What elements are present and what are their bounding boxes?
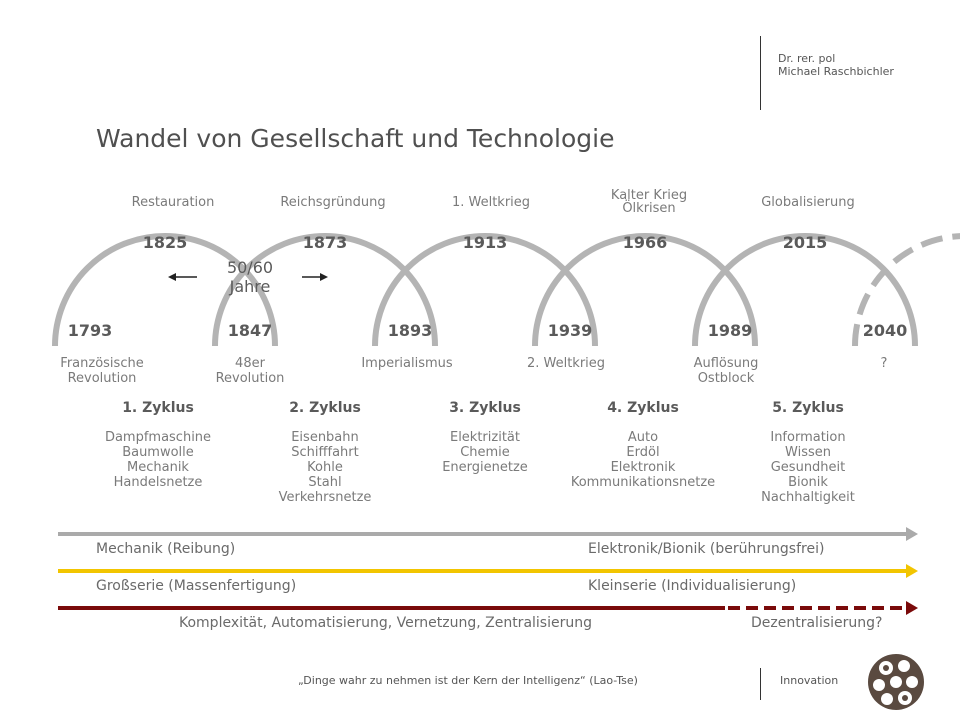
trend-label-left: Mechanik (Reibung) (96, 541, 236, 557)
trough-event: Auflösung Ostblock (656, 356, 796, 386)
trough-event-line: 48er (235, 356, 265, 371)
technology-item: Elektronik (610, 460, 676, 475)
technology-item: Information (770, 430, 846, 445)
era-label: Kalter Krieg Ölkrisen (569, 189, 729, 215)
trough-event-line: Französische (60, 356, 144, 371)
left-arrowhead (168, 273, 176, 281)
trend-label-left: Großserie (Massenfertigung) (96, 578, 297, 594)
trough-year: 1847 (227, 321, 273, 340)
trough-event-line: Revolution (215, 371, 285, 386)
author-name: Dr. rer. pol Michael Raschbichler (778, 52, 894, 78)
era-label-line: Globalisierung (761, 195, 855, 210)
cycle-technologies: Eisenbahn Schifffahrt Kohle Stahl Verkehrsne… (235, 430, 415, 505)
page-title: Wandel von Gesellschaft und Technologie (96, 124, 615, 153)
cycle-arc (692, 233, 918, 347)
footer-quote: „Dinge wahr zu nehmen ist der Kern der I… (298, 674, 638, 687)
trough-year: 1893 (387, 321, 433, 340)
era-label-line: Restauration (131, 195, 215, 210)
cycle-duration: 50/60 Jahre (226, 258, 274, 296)
trend-label-right: Kleinserie (Individualisierung) (588, 578, 797, 594)
logo-icon (868, 654, 924, 710)
trend-arrowhead (906, 527, 918, 541)
peak-year: 1873 (302, 233, 348, 252)
footer-divider (760, 668, 761, 700)
cycle-arc (212, 233, 438, 347)
cycle-heading: 3. Zyklus (449, 400, 521, 416)
technology-item: Energienetze (442, 460, 528, 475)
footer-topic: Innovation (780, 674, 839, 687)
cycle-technologies: Elektrizität Chemie Energienetze (395, 430, 575, 475)
cycle-arc (52, 233, 278, 347)
technology-item: Elektrizität (449, 430, 520, 445)
trend-label-left: Komplexität, Automatisierung, Vernetzung… (179, 615, 592, 631)
trough-event: Französische Revolution (32, 356, 172, 386)
trend-label-right: Dezentralisierung? (751, 615, 883, 631)
technology-item: Verkehrsnetze (278, 490, 372, 505)
cycle-technologies: Information Wissen Gesundheit Bionik Nachhal… (718, 430, 898, 505)
era-label-line: 1. Weltkrieg (451, 195, 531, 210)
trough-event-line: Imperialismus (361, 356, 453, 371)
peak-year: 1966 (622, 233, 668, 252)
trough-year: 1989 (707, 321, 753, 340)
era-label: 1. Weltkrieg (411, 196, 571, 209)
technology-item: Gesundheit (770, 460, 846, 475)
cycle-arc (532, 233, 758, 347)
trough-event-line: 2. Weltkrieg (526, 356, 606, 371)
technology-item: Stahl (308, 475, 342, 490)
cycle-arc (372, 233, 598, 347)
trend-label-right: Elektronik/Bionik (berührungsfrei) (588, 541, 825, 557)
trough-event: Imperialismus (337, 356, 477, 371)
cycle-heading: 4. Zyklus (607, 400, 679, 416)
technology-item: Schifffahrt (291, 445, 359, 460)
technology-item: Erdöl (626, 445, 660, 460)
technology-item: Kohle (307, 460, 343, 475)
technology-item: Baumwolle (122, 445, 194, 460)
era-label: Reichsgründung (253, 196, 413, 209)
right-arrowhead (320, 273, 328, 281)
era-label-line: Ölkrisen (622, 201, 676, 216)
technology-item: Eisenbahn (291, 430, 359, 445)
technology-item: Nachhaltigkeit (761, 490, 855, 505)
technology-item: Auto (627, 430, 659, 445)
cycle-heading: 1. Zyklus (122, 400, 194, 416)
era-label-line: Kalter Krieg (610, 188, 688, 203)
technology-item: Dampfmaschine (104, 430, 212, 445)
duration-arrows (168, 273, 328, 281)
peak-year: 1913 (462, 233, 508, 252)
trough-event: 48er Revolution (180, 356, 320, 386)
technology-item: Mechanik (127, 460, 189, 475)
cycle-technologies: Dampfmaschine Baumwolle Mechanik Handelsnet… (68, 430, 248, 490)
trough-year: 2040 (862, 321, 908, 340)
peak-year: 2015 (782, 233, 828, 252)
peak-year: 1825 (142, 233, 188, 252)
technology-item: Bionik (788, 475, 828, 490)
trough-event: ? (814, 356, 954, 371)
trough-event-line: ? (880, 356, 888, 371)
trend-arrowhead (906, 564, 918, 578)
cycle-heading: 2. Zyklus (289, 400, 361, 416)
technology-item: Kommunikationsnetze (570, 475, 716, 490)
trough-year: 1793 (67, 321, 113, 340)
trough-event-line: Auflösung (693, 356, 759, 371)
technology-item: Handelsnetze (113, 475, 203, 490)
technology-item: Wissen (785, 445, 831, 460)
era-label-line: Reichsgründung (280, 195, 386, 210)
trough-event-line: Revolution (67, 371, 137, 386)
trough-year: 1939 (547, 321, 593, 340)
header-divider (760, 36, 761, 110)
cycle-technologies: Auto Erdöl Elektronik Kommunikationsnetze (553, 430, 733, 490)
trough-event-line: Ostblock (697, 371, 755, 386)
technology-item: Chemie (460, 445, 510, 460)
trough-event: 2. Weltkrieg (496, 356, 636, 371)
era-label: Globalisierung (728, 196, 888, 209)
cycle-heading: 5. Zyklus (772, 400, 844, 416)
future-cycle-arc (852, 233, 960, 347)
trend-arrowhead (906, 601, 918, 615)
era-label: Restauration (93, 196, 253, 209)
